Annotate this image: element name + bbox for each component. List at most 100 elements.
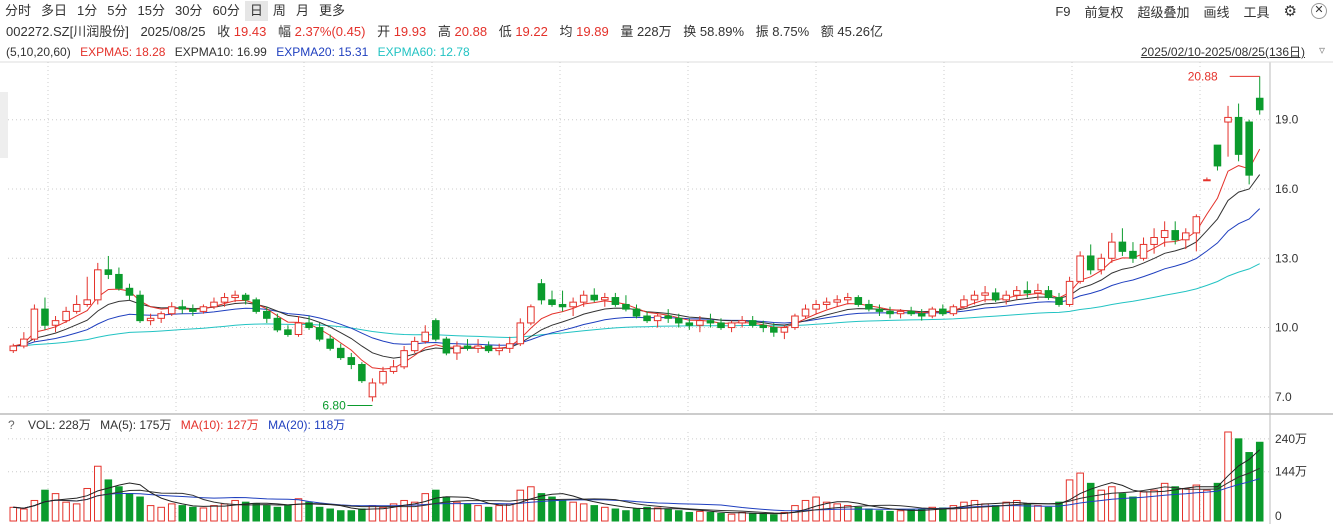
candle-body <box>970 294 979 301</box>
candle-body <box>1234 116 1243 155</box>
candle-body <box>748 320 757 326</box>
candle-body <box>548 299 556 305</box>
volume-bar <box>41 489 49 522</box>
candle-body <box>706 320 715 324</box>
volume-bar <box>1150 489 1158 522</box>
volume-bar <box>72 503 81 522</box>
volume-bar <box>812 496 820 522</box>
candle-body <box>1245 121 1253 176</box>
volume-bar <box>495 505 503 522</box>
candle-body <box>1139 243 1148 259</box>
candle-body <box>189 308 197 312</box>
volume-bar <box>527 486 535 522</box>
expma5-value: EXPMA5: 18.28 <box>80 45 166 59</box>
candle-body <box>252 299 261 312</box>
ma-params: (5,10,20,60) <box>6 45 71 59</box>
volume-bar <box>326 508 334 522</box>
volume-bar <box>62 501 70 522</box>
candle-body <box>579 294 588 303</box>
candle-body <box>759 324 768 329</box>
candle-body <box>812 303 820 310</box>
volume-bar <box>157 506 165 522</box>
volume-bar <box>685 511 694 522</box>
volume-bar <box>210 505 218 522</box>
volume-bar <box>991 505 1000 522</box>
volume-bar <box>400 499 408 522</box>
candle-body <box>1055 297 1063 305</box>
candle-body <box>410 340 419 352</box>
candle-body <box>865 303 873 310</box>
candle-body <box>368 382 377 398</box>
candle-body <box>907 310 915 315</box>
candle-body <box>94 269 102 301</box>
open-value: 19.93 <box>393 24 427 39</box>
period-tab[interactable]: 30分 <box>174 3 203 18</box>
volume-bar <box>611 508 620 522</box>
candle-body <box>305 322 313 329</box>
candle-body <box>1192 216 1201 234</box>
candle-body <box>1118 241 1127 252</box>
settings-icon[interactable]: ⚙ <box>1283 3 1297 20</box>
volume-ma5-line <box>13 449 1261 515</box>
tools-button[interactable]: 工具 <box>1243 4 1270 20</box>
date-range[interactable]: 2025/02/10-2025/08/25(136日) <box>1140 45 1305 59</box>
volume-bar <box>1139 491 1148 522</box>
draw-button[interactable]: 画线 <box>1203 4 1230 20</box>
candle-body <box>717 322 725 329</box>
candle-body <box>505 343 514 349</box>
candle-body <box>495 347 503 352</box>
period-tab[interactable]: 更多 <box>318 3 345 18</box>
candle-body <box>241 294 250 301</box>
candle-body <box>949 306 958 315</box>
candle-body <box>347 357 356 366</box>
period-tab[interactable]: 60分 <box>212 3 240 18</box>
close-value: 19.43 <box>233 24 267 39</box>
help-icon[interactable]: ? <box>8 418 15 432</box>
period-tab[interactable]: 1分 <box>77 3 98 18</box>
close-icon[interactable]: ✕ <box>1311 3 1327 19</box>
fuquan-button[interactable]: 前复权 <box>1084 4 1124 20</box>
volume-bar <box>30 499 39 522</box>
candle-body <box>484 345 493 352</box>
turnover-value: 58.89% <box>699 24 745 39</box>
volume-bar <box>505 503 514 522</box>
period-tab[interactable]: 月 <box>295 3 309 18</box>
left-panel-edge[interactable] <box>0 92 8 158</box>
f9-button[interactable]: F9 <box>1055 3 1071 19</box>
volume-bar <box>516 489 525 522</box>
volume-bar <box>1118 493 1127 522</box>
period-tab[interactable]: 周 <box>272 3 286 18</box>
period-tab[interactable]: 分时 <box>5 3 32 18</box>
volume-bar <box>358 508 366 522</box>
vol-value: VOL: 228万 <box>28 418 91 432</box>
volume-legend: ? VOL: 228万 MA(5): 175万 MA(10): 127万 MA(… <box>8 416 351 434</box>
candle-body <box>1160 230 1169 239</box>
volume-bar <box>9 506 18 522</box>
volume-bar <box>453 501 461 522</box>
volume-bar <box>252 503 261 522</box>
candle-body <box>220 297 229 303</box>
volume-bar <box>865 508 873 522</box>
volume-bar <box>315 506 324 522</box>
period-tab[interactable]: 日 <box>244 1 268 21</box>
volume-bar <box>83 487 91 522</box>
volume-bar <box>1097 489 1106 522</box>
candle-body <box>854 297 863 305</box>
volume-bar <box>1255 441 1264 522</box>
overlay-button[interactable]: 超级叠加 <box>1137 4 1190 20</box>
candle-body <box>294 322 303 335</box>
period-tab[interactable]: 多日 <box>41 3 68 18</box>
volume-bar <box>1055 501 1063 522</box>
candle-body <box>632 308 641 317</box>
chevron-down-icon[interactable]: ▿ <box>1318 43 1325 57</box>
candle-body <box>463 345 472 349</box>
candle-body <box>442 338 451 354</box>
candle-body <box>981 292 989 296</box>
volume-bar <box>622 510 630 522</box>
period-tab[interactable]: 5分 <box>107 3 128 18</box>
volume-bar <box>727 513 736 522</box>
volume-bar <box>590 505 599 522</box>
period-tab[interactable]: 15分 <box>137 3 165 18</box>
volume-bar <box>379 506 387 522</box>
